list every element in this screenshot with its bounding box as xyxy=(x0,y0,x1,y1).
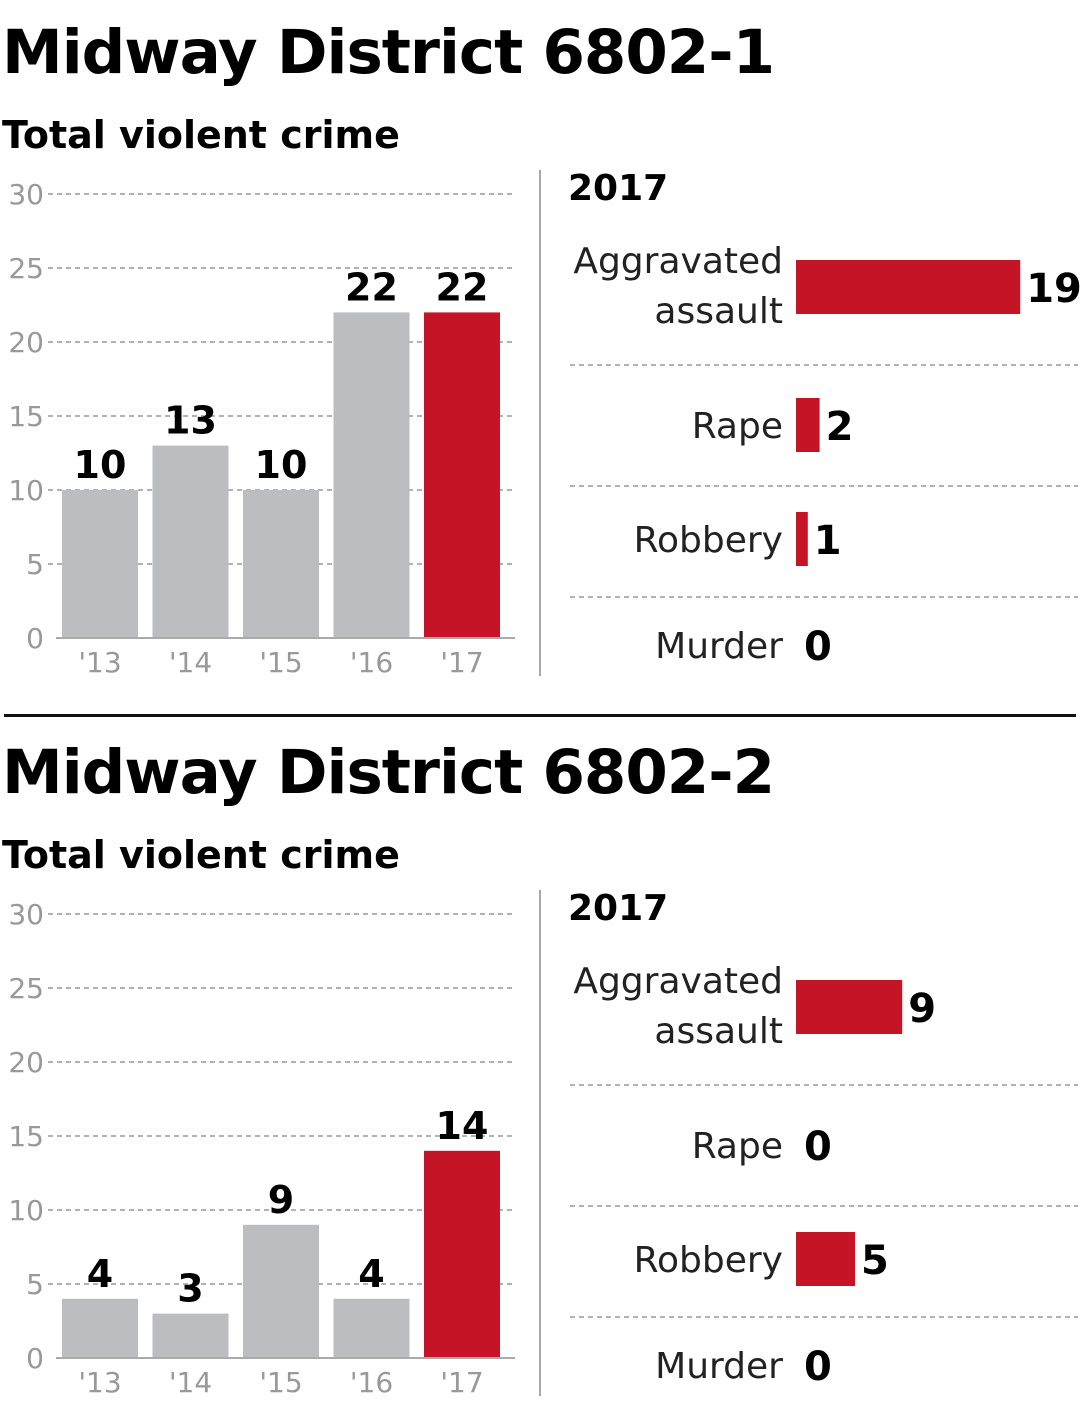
y-tick-label: 25 xyxy=(8,972,44,1005)
bar xyxy=(796,512,808,566)
bar xyxy=(333,1298,410,1358)
bar-value-label: 22 xyxy=(345,265,398,309)
district-title: Midway District 6802-1 xyxy=(2,17,775,88)
total-violent-crime-chart: 0 5 10 15 20 25 30 4 '13 3 '14 9 '15 4 '16 14 '17 xyxy=(8,898,515,1399)
bar-value-label: 9 xyxy=(268,1178,294,1222)
crime-breakdown-chart: 2017 Aggravated assault 19 Rape 2 Robbery 1 Murd… xyxy=(539,168,1080,676)
bar xyxy=(796,1232,855,1286)
category-label: assault xyxy=(654,291,783,332)
breakdown-title: 2017 xyxy=(568,888,668,929)
bar-value-label: 9 xyxy=(908,986,936,1032)
y-tick-label: 10 xyxy=(8,1194,44,1227)
bar xyxy=(424,312,500,638)
x-tick-label: '13 xyxy=(78,646,121,679)
x-tick-label: '15 xyxy=(259,1366,302,1399)
y-tick-label: 5 xyxy=(26,548,44,581)
x-tick-label: '17 xyxy=(440,646,483,679)
y-tick-label: 15 xyxy=(8,400,44,433)
y-tick-label: 20 xyxy=(8,1046,44,1079)
x-tick-label: '14 xyxy=(169,1366,212,1399)
bar-value-label: 3 xyxy=(177,1267,203,1311)
bar xyxy=(333,312,410,638)
bar xyxy=(152,445,229,638)
bar-value-label: 0 xyxy=(804,1344,832,1390)
category-label: Rape xyxy=(692,1126,783,1167)
district-panel: Midway District 6802-2 Total violent cri… xyxy=(0,720,1080,1420)
district-panel: Midway District 6802-1 Total violent cri… xyxy=(0,0,1080,700)
bar-value-label: 4 xyxy=(87,1252,113,1296)
y-tick-label: 20 xyxy=(8,326,44,359)
bar-value-label: 1 xyxy=(814,518,842,564)
category-label: Robbery xyxy=(634,520,783,561)
bar-value-label: 2 xyxy=(826,404,854,450)
y-tick-label: 30 xyxy=(8,898,44,931)
category-label: Murder xyxy=(655,1346,783,1387)
chart-subtitle: Total violent crime xyxy=(2,113,400,157)
x-tick-label: '16 xyxy=(350,1366,393,1399)
crime-breakdown-chart: 2017 Aggravated assault 9 Rape 0 Robbery 5 Murde… xyxy=(539,888,1078,1396)
bar xyxy=(152,1313,229,1358)
y-tick-label: 0 xyxy=(26,622,44,655)
category-label: assault xyxy=(654,1011,783,1052)
bar-value-label: 22 xyxy=(436,265,489,309)
category-label: Robbery xyxy=(634,1240,783,1281)
bar-value-label: 14 xyxy=(436,1104,489,1148)
bar-value-label: 19 xyxy=(1026,266,1080,312)
category-label: Murder xyxy=(655,626,783,667)
bar xyxy=(424,1150,500,1358)
x-tick-label: '13 xyxy=(78,1366,121,1399)
bar-value-label: 0 xyxy=(804,624,832,670)
bar xyxy=(796,980,903,1034)
x-tick-label: '15 xyxy=(259,646,302,679)
district-title: Midway District 6802-2 xyxy=(2,737,775,808)
chart-subtitle: Total violent crime xyxy=(2,833,400,877)
bar xyxy=(243,490,319,638)
y-tick-label: 15 xyxy=(8,1120,44,1153)
bar-value-label: 4 xyxy=(358,1252,384,1296)
y-tick-label: 25 xyxy=(8,252,44,285)
y-tick-label: 0 xyxy=(26,1342,44,1375)
bar-value-label: 13 xyxy=(164,399,217,443)
panel-divider xyxy=(4,714,1076,717)
y-tick-label: 30 xyxy=(8,178,44,211)
bar xyxy=(62,490,138,638)
category-label: Aggravated xyxy=(573,241,783,282)
x-tick-label: '16 xyxy=(350,646,393,679)
bar-value-label: 5 xyxy=(861,1238,889,1284)
bar xyxy=(243,1224,319,1358)
category-label: Rape xyxy=(692,406,783,447)
total-violent-crime-chart: 0 5 10 15 20 25 30 10 '13 13 '14 10 '15 22 '16 22 '17 xyxy=(8,178,515,679)
breakdown-title: 2017 xyxy=(568,168,668,209)
bar xyxy=(796,398,820,452)
y-tick-label: 10 xyxy=(8,474,44,507)
y-tick-label: 5 xyxy=(26,1268,44,1301)
bar-value-label: 0 xyxy=(804,1124,832,1170)
category-label: Aggravated xyxy=(573,961,783,1002)
x-tick-label: '14 xyxy=(169,646,212,679)
bar-value-label: 10 xyxy=(255,443,308,487)
bar-value-label: 10 xyxy=(74,443,127,487)
x-tick-label: '17 xyxy=(440,1366,483,1399)
bar xyxy=(796,260,1021,314)
bar xyxy=(62,1298,138,1358)
